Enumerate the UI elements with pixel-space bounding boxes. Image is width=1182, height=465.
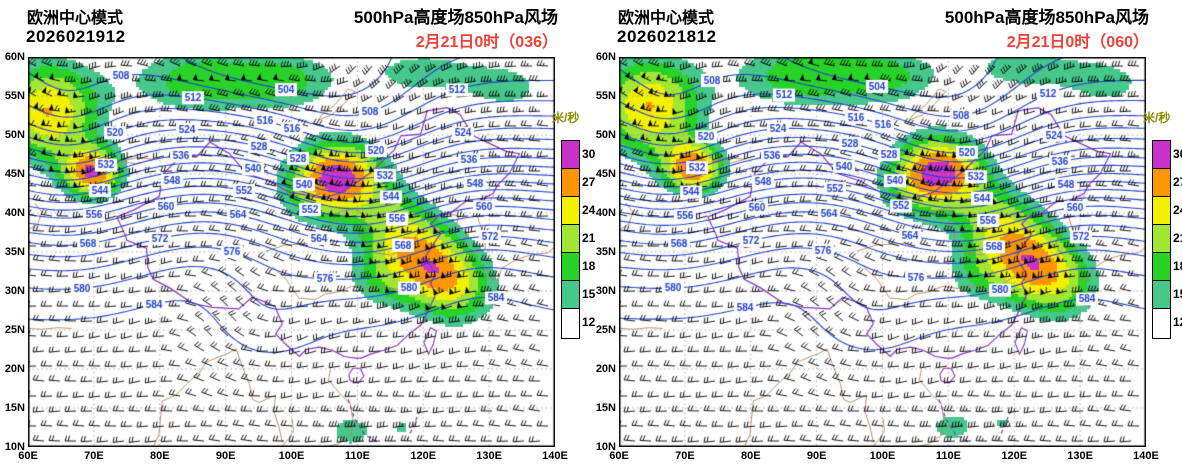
colorbar-value-label: 21 <box>582 231 596 245</box>
lon-tick-label: 100E <box>869 450 896 462</box>
lat-tick-label: 10N <box>4 441 25 453</box>
lat-tick-label: 50N <box>595 129 616 141</box>
lon-tick-label: 100E <box>278 450 305 462</box>
model-name: 欧洲中心模式 <box>618 10 715 27</box>
colorbar-swatch <box>561 140 580 171</box>
colorbar-value-label: 18 <box>1173 259 1182 273</box>
colorbar-swatch <box>1152 252 1171 283</box>
colorbar-value-label: 21 <box>1173 231 1182 245</box>
colorbar-unit-label: 米/秒 <box>552 111 580 125</box>
chart-title: 500hPa高度场850hPa风场 <box>944 8 1149 27</box>
lat-tick-label: 15N <box>595 402 616 414</box>
colorbar-swatch <box>561 224 580 255</box>
chart-title: 500hPa高度场850hPa风场 <box>353 8 558 27</box>
colorbar-swatch <box>1152 280 1171 311</box>
colorbar-swatch <box>1152 168 1171 199</box>
lat-tick-label: 60N <box>4 51 25 63</box>
colorbar-swatch <box>561 252 580 283</box>
colorbar-swatch <box>1152 308 1171 339</box>
lat-tick-label: 10N <box>595 441 616 453</box>
colorbar-swatch <box>561 280 580 311</box>
lat-tick-label: 20N <box>595 363 616 375</box>
colorbar-swatch <box>561 168 580 199</box>
colorbar-unit-label: 米/秒 <box>1143 111 1171 125</box>
init-time: 2026021812 <box>617 27 717 46</box>
colorbar-value-label: 24 <box>582 203 596 217</box>
lon-tick-label: 80E <box>740 450 761 462</box>
colorbar-swatch <box>561 308 580 339</box>
colorbar-value-label: 24 <box>1173 203 1182 217</box>
lon-tick-label: 120E <box>1001 450 1028 462</box>
lat-tick-label: 20N <box>4 363 25 375</box>
colorbar-value-label: 15 <box>1173 287 1182 301</box>
colorbar-swatch <box>1152 224 1171 255</box>
valid-time: 2月21日0时（036） <box>415 34 558 51</box>
forecast-panel-036: 欧洲中心模式 500hPa高度场850hPa风场 2026021912 2月21… <box>4 8 596 462</box>
lat-tick-label: 40N <box>595 207 616 219</box>
lat-tick-label: 45N <box>4 168 25 180</box>
lat-tick-label: 30N <box>595 285 616 297</box>
lat-tick-label: 55N <box>4 90 25 102</box>
lat-tick-label: 40N <box>4 207 25 219</box>
lat-tick-label: 60N <box>595 51 616 63</box>
lat-tick-label: 55N <box>595 90 616 102</box>
lat-tick-label: 35N <box>595 246 616 258</box>
forecast-panel-060: 欧洲中心模式 500hPa高度场850hPa风场 2026021812 2月21… <box>591 0 1182 465</box>
lon-tick-label: 140E <box>1133 450 1159 462</box>
weather-map-canvas <box>28 57 555 447</box>
lat-tick-label: 35N <box>4 246 25 258</box>
colorbar-swatch <box>561 196 580 227</box>
lon-tick-label: 120E <box>410 450 437 462</box>
colorbar-value-label: 12 <box>582 315 596 329</box>
colorbar-value-label: 27 <box>1173 175 1182 189</box>
lon-tick-label: 140E <box>542 450 568 462</box>
weather-map-canvas <box>619 57 1146 447</box>
lon-tick-label: 110E <box>935 450 961 462</box>
lon-tick-label: 70E <box>675 450 695 462</box>
lat-tick-label: 45N <box>595 168 616 180</box>
colorbar-value-label: 15 <box>582 287 596 301</box>
init-time: 2026021912 <box>26 27 126 46</box>
colorbar-value-label: 30 <box>1173 147 1182 161</box>
colorbar-swatch <box>1152 196 1171 227</box>
colorbar-value-label: 12 <box>1173 315 1182 329</box>
colorbar-swatch <box>1152 140 1171 171</box>
lon-tick-label: 90E <box>215 450 236 462</box>
lat-tick-label: 30N <box>4 285 25 297</box>
lon-tick-label: 80E <box>149 450 170 462</box>
lon-tick-label: 60E <box>609 450 629 462</box>
colorbar-value-label: 27 <box>582 175 596 189</box>
colorbar-value-label: 30 <box>582 147 596 161</box>
lat-tick-label: 25N <box>595 324 616 336</box>
lat-tick-label: 15N <box>4 402 25 414</box>
lon-tick-label: 130E <box>1067 450 1093 462</box>
lon-tick-label: 130E <box>476 450 502 462</box>
lat-tick-label: 25N <box>4 324 25 336</box>
lon-tick-label: 90E <box>806 450 827 462</box>
lon-tick-label: 70E <box>84 450 104 462</box>
valid-time: 2月21日0时（060） <box>1006 34 1149 51</box>
colorbar-value-label: 18 <box>582 259 596 273</box>
lat-tick-label: 50N <box>4 129 25 141</box>
model-name: 欧洲中心模式 <box>27 10 124 27</box>
lon-tick-label: 60E <box>18 450 38 462</box>
lon-tick-label: 110E <box>344 450 370 462</box>
